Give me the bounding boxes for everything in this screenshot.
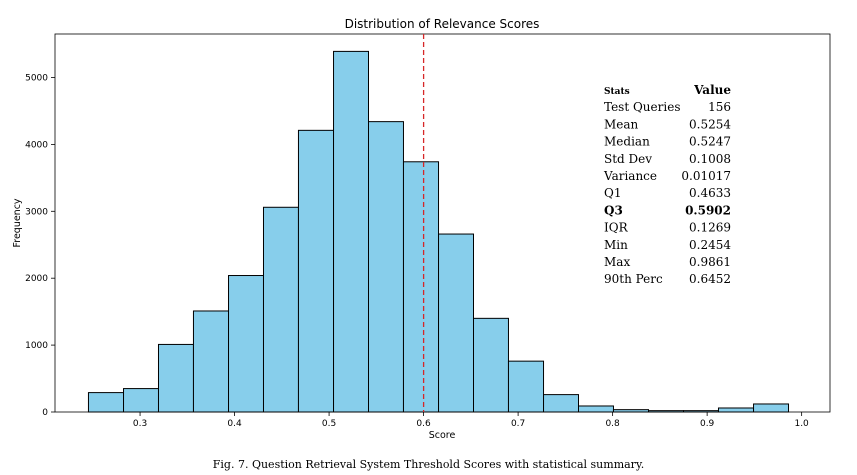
histogram-bar [612,409,650,413]
y-tick-label: 5000 [25,73,48,83]
x-axis-label: Score [429,430,456,441]
x-tick-label: 0.9 [700,419,715,429]
stats-row-label: Q1 [604,186,621,200]
stats-row-value: 0.6452 [689,272,731,286]
histogram-bar [368,121,404,413]
y-tick-label: 1000 [25,341,48,351]
stats-row-value: 0.5254 [689,117,731,131]
stats-header-label: Stats [604,87,630,97]
stats-header-value: Value [693,83,731,97]
histogram-bar [438,233,474,413]
histogram-bar [333,50,369,413]
histogram-bar [402,161,440,413]
histogram-bar [578,405,614,413]
x-tick-label: 0.8 [605,419,620,429]
y-axis-label: Frequency [12,198,23,247]
stats-row-label: Test Queries [604,100,680,114]
histogram-bar [648,410,685,413]
stats-row-value: 0.2454 [689,238,731,252]
histogram-bar [683,410,719,413]
stats-row-label: Min [604,238,628,252]
y-tick-label: 2000 [25,274,48,284]
y-axis: 0 1000 2000 3000 4000 5000 [25,73,55,418]
histogram-bar [228,275,264,413]
stats-row-value: 0.1008 [689,152,731,166]
stats-row-label: Variance [603,169,657,183]
histogram-bar [123,388,159,413]
histogram-bar [262,206,299,413]
chart-title: Distribution of Relevance Scores [345,17,540,31]
stats-row-value: 156 [708,100,731,114]
stats-row-value: 0.4633 [689,186,731,200]
histogram-bar [753,403,790,413]
stats-row-label: Max [604,255,630,269]
histogram-bar [543,394,580,413]
x-tick-label: 0.5 [322,419,336,429]
histogram-bar [192,310,230,413]
histogram-bars [87,50,790,413]
stats-row-value: 0.9861 [689,255,731,269]
x-tick-label: 0.6 [416,419,431,429]
histogram-bar [157,343,194,413]
stats-row-value: 0.5902 [685,203,731,217]
histogram-bar [717,407,755,413]
stats-row-label: IQR [604,221,629,235]
figure-caption: Fig. 7. Question Retrieval System Thresh… [212,458,645,471]
x-axis: 0.3 0.4 0.5 0.6 0.7 0.8 0.9 1.0 [133,412,809,429]
y-tick-label: 0 [42,408,48,418]
y-tick-label: 4000 [25,140,48,150]
x-tick-label: 0.3 [133,419,147,429]
stats-row-value: 0.5247 [689,135,731,149]
stats-row-value: 0.01017 [681,169,731,183]
stats-row-label: Mean [604,117,639,131]
stats-row-label: Median [604,135,650,149]
stats-row-label: 90th Perc [604,272,663,286]
x-tick-label: 1.0 [794,419,809,429]
histogram-bar [507,360,545,413]
y-tick-label: 3000 [25,207,48,217]
stats-row-label: Q3 [604,203,623,217]
histogram-bar [87,392,125,413]
histogram-chart: Distribution of Relevance Scores 0.3 0.4 0… [12,17,831,441]
stats-table: Stats Value Test Queries 156 Mean 0.5254 Media… [603,83,731,286]
histogram-bar [473,317,509,413]
histogram-bar [297,129,335,413]
stats-row-label: Std Dev [604,152,652,166]
stats-row-value: 0.1269 [689,221,731,235]
x-tick-label: 0.7 [511,419,525,429]
x-tick-label: 0.4 [227,419,242,429]
